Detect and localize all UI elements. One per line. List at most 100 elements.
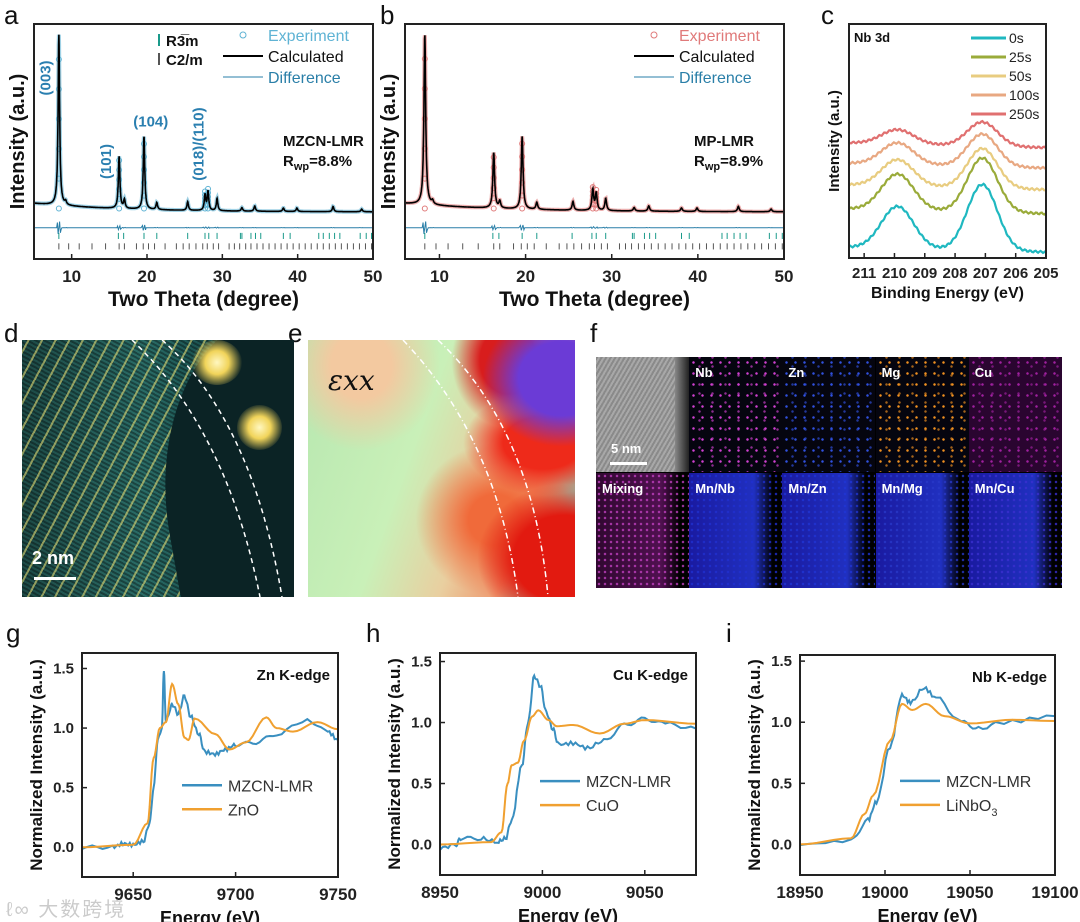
panel-letter-a: a (4, 0, 19, 30)
experiment-point (519, 179, 526, 186)
experiment-point (55, 116, 62, 123)
experiment-point (421, 145, 428, 152)
eds-tile: Mn/Cu (968, 473, 1062, 588)
rwp-subscript: wp (704, 161, 721, 173)
x-tick-label: 40 (688, 267, 707, 286)
plot-area (800, 685, 1055, 847)
x-tick-label: 207 (973, 265, 998, 282)
plot-area (849, 119, 1046, 255)
calculated-trace (34, 34, 373, 213)
x-tick-label: 18950 (776, 883, 823, 902)
peak-label: (104) (133, 114, 168, 131)
stem-image-d: 2 nm (22, 340, 294, 597)
eds-tile-label: Mn/Nb (695, 481, 735, 496)
rwp-symbol: R (694, 153, 705, 170)
xps-trace-0s (849, 182, 1046, 255)
y-tick-label: 0.5 (411, 776, 432, 793)
phase-label: C2/m (166, 52, 203, 69)
experiment-point (593, 201, 600, 208)
scale-bar (610, 462, 647, 465)
x-tick-label: 211 (852, 265, 876, 282)
experiment-point (593, 198, 600, 205)
y-axis-label: Intensity (a.u.) (7, 74, 29, 210)
x-tick-label: 19000 (861, 883, 908, 902)
legend-label: CuO (586, 798, 619, 815)
panel-letter-f: f (590, 318, 598, 348)
rwp-value: =8.8% (309, 153, 352, 170)
xps-trace-250s (849, 119, 1046, 150)
x-tick-label: 19100 (1031, 883, 1078, 902)
x-axis-label: Energy (eV) (877, 906, 977, 922)
xas-trace-sample (440, 673, 696, 851)
rwp-label: Rwp=8.9% (694, 153, 763, 173)
x-tick-label: 9700 (217, 885, 255, 904)
panel-letter-d: d (4, 318, 19, 348)
legend-label: Experiment (268, 28, 349, 45)
experiment-point (519, 166, 526, 173)
x-tick-label: 208 (943, 265, 968, 282)
legend-label: 25s (1009, 49, 1032, 65)
watermark-logo: ℓ∞ 大数跨境 (6, 899, 127, 921)
sample-label: MZCN-LMR (283, 133, 364, 150)
plot-area (405, 35, 784, 250)
x-tick-label: 40 (288, 267, 307, 286)
peak-label: (101) (98, 144, 115, 179)
legend-label: Difference (679, 70, 752, 87)
x-axis-label: Two Theta (degree) (499, 288, 690, 311)
scale-bar-label: 2 nm (32, 548, 75, 568)
plot-area (82, 670, 338, 851)
particle-edge (675, 357, 689, 472)
eds-tile-label: Mg (881, 365, 901, 380)
peak-label: (018)/(110) (191, 107, 208, 180)
legend-marker (650, 31, 658, 39)
eds-tile-label: Mn/Zn (788, 481, 827, 496)
x-tick-label: 19050 (946, 883, 993, 902)
x-axis-label: Energy (eV) (160, 908, 260, 922)
y-tick-label: 0.0 (53, 839, 74, 856)
chart-title: Zn K-edge (257, 667, 330, 684)
chart-title: Nb 3d (854, 30, 890, 45)
xps-trace-25s (849, 156, 1046, 216)
experiment-point (140, 205, 147, 212)
x-tick-label: 210 (882, 265, 907, 282)
eds-tile-label: Cu (974, 365, 993, 380)
y-tick-label: 0.5 (771, 775, 792, 792)
phase-label: R3̅m (166, 33, 199, 50)
experiment-point (140, 179, 147, 186)
strain-map-e: εxx (308, 340, 575, 597)
legend-label: Experiment (679, 28, 760, 45)
legend-text: MZCN-LMR (228, 778, 313, 795)
eds-tile-label: Mixing (602, 481, 644, 496)
rwp-symbol: R (283, 153, 294, 170)
experiment-point (490, 185, 497, 192)
chart-title: Nb K-edge (972, 669, 1047, 686)
eds-tile: Mn/Zn (782, 473, 876, 588)
eds-tile-label: Nb (695, 365, 713, 380)
y-axis-label: Normalized Intensity (a.u.) (745, 659, 764, 871)
xas-trace-reference (800, 702, 1055, 846)
x-tick-label: 205 (1033, 265, 1058, 282)
experiment-point (490, 174, 497, 181)
sample-label: MP-LMR (694, 133, 754, 150)
xps-trace-50s (849, 146, 1046, 192)
y-axis-label: Normalized Intensity (a.u.) (27, 659, 46, 871)
x-tick-label: 30 (213, 267, 232, 286)
peak-label: (003) (38, 60, 55, 95)
plot-frame (439, 652, 697, 876)
y-tick-label: 1.0 (411, 715, 432, 732)
plot-frame (33, 23, 374, 260)
rwp-label: Rwp=8.8% (283, 153, 352, 173)
scale-bar (34, 577, 76, 580)
experiment-point (116, 186, 123, 193)
experiment-point (421, 115, 428, 122)
x-tick-label: 20 (516, 267, 535, 286)
legend-label: Calculated (679, 49, 755, 66)
x-tick-label: 209 (912, 265, 937, 282)
legend-label: MZCN-LMR (946, 774, 1031, 791)
x-tick-label: 9750 (319, 885, 357, 904)
plot-frame (848, 23, 1047, 259)
y-tick-label: 1.5 (53, 660, 74, 677)
chart-a: 10 20 30 40 50 Two Theta (degree) Intensity (a… (7, 23, 382, 311)
eds-tile: Nb (689, 357, 783, 472)
